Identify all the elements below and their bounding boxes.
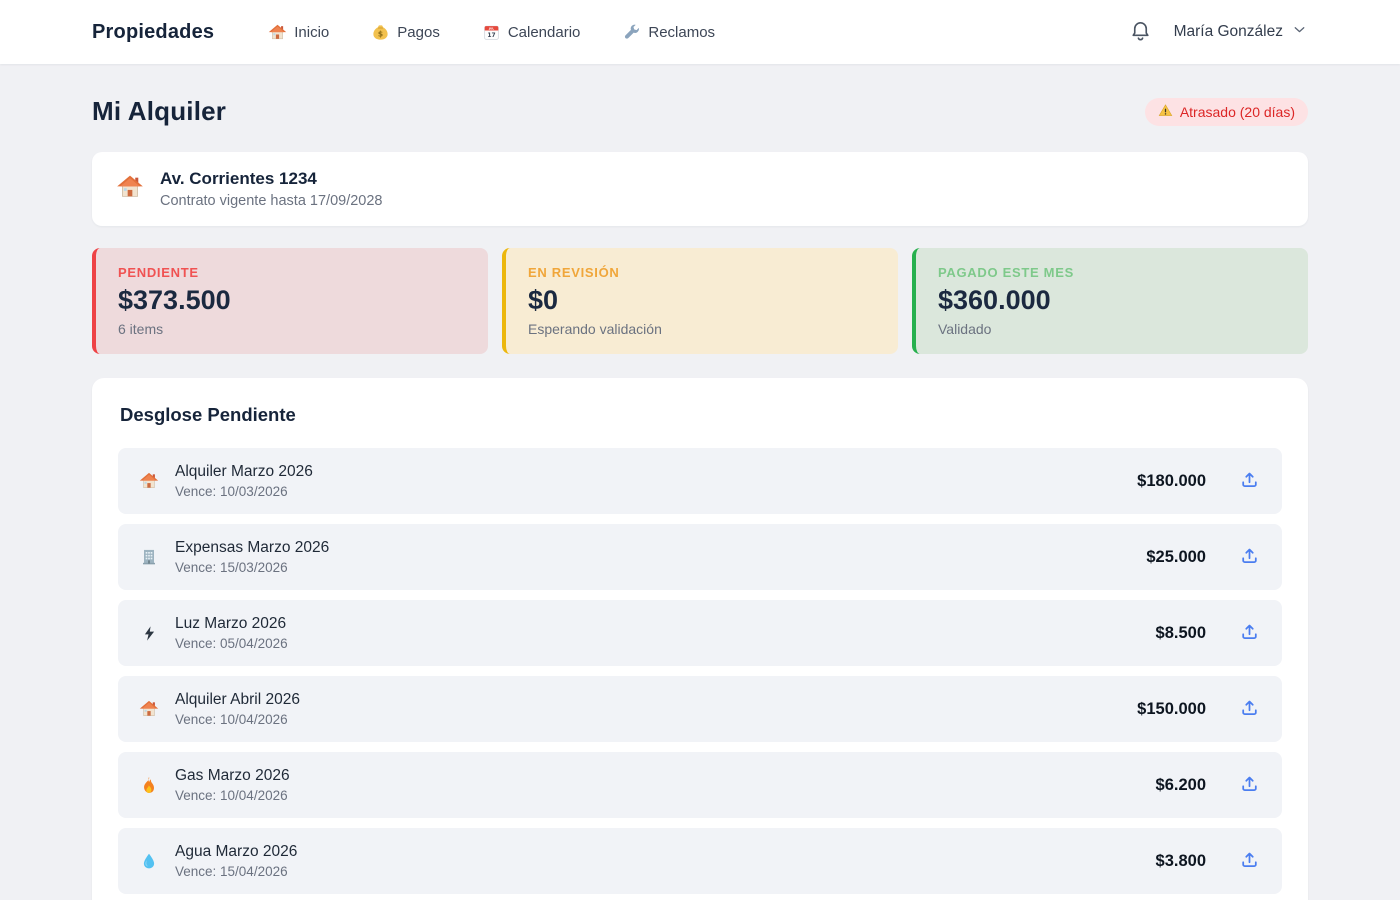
lightning-icon xyxy=(138,625,160,642)
payment-title: Alquiler Abril 2026 xyxy=(175,691,300,708)
summary-note: Validado xyxy=(938,321,992,337)
payment-due-date: Vence: 05/04/2026 xyxy=(175,636,288,651)
status-badge: Atrasado (20 días) xyxy=(1144,97,1308,126)
payment-title: Agua Marzo 2026 xyxy=(175,843,298,860)
summary-label: PAGADO ESTE MES xyxy=(938,265,1074,280)
payment-row: Gas Marzo 2026 Vence: 10/04/2026 $6.200 xyxy=(118,752,1282,818)
payment-row: Alquiler Abril 2026 Vence: 10/04/2026 $1… xyxy=(118,676,1282,742)
user-menu[interactable]: María González xyxy=(1174,21,1308,43)
upload-receipt-button[interactable] xyxy=(1237,847,1262,875)
nav-label: Calendario xyxy=(507,23,581,41)
bell-icon xyxy=(1129,19,1152,45)
house-icon xyxy=(138,471,160,491)
water-drop-icon xyxy=(138,852,160,870)
house-icon xyxy=(268,23,287,42)
upload-icon xyxy=(1239,545,1260,569)
upload-icon xyxy=(1239,773,1260,797)
payment-title: Luz Marzo 2026 xyxy=(175,615,287,632)
summary-label: EN REVISIÓN xyxy=(528,265,620,280)
upload-receipt-button[interactable] xyxy=(1237,695,1262,723)
summary-label: PENDIENTE xyxy=(118,265,199,280)
status-badge-label: Atrasado (20 días) xyxy=(1179,103,1295,120)
nav-label: Pagos xyxy=(397,23,440,41)
breakdown-title: Desglose Pendiente xyxy=(120,404,296,425)
payment-due-date: Vence: 15/04/2026 xyxy=(175,864,288,879)
upload-icon xyxy=(1239,697,1260,721)
payment-amount: $180.000 xyxy=(1137,471,1206,490)
payment-amount: $8.500 xyxy=(1155,623,1206,642)
summary-card-paid: PAGADO ESTE MES $360.000 Validado xyxy=(912,248,1308,354)
payment-due-date: Vence: 10/04/2026 xyxy=(175,712,288,727)
payment-amount: $6.200 xyxy=(1155,775,1206,794)
pending-breakdown-card: Desglose Pendiente Alquiler Marzo 2026 V… xyxy=(92,378,1308,900)
nav-item-calendario[interactable]: Calendario xyxy=(482,23,581,42)
payment-due-date: Vence: 10/03/2026 xyxy=(175,484,288,499)
user-name: María González xyxy=(1173,23,1283,40)
money-bag-icon xyxy=(371,23,390,42)
summary-card-review: EN REVISIÓN $0 Esperando validación xyxy=(502,248,898,354)
payment-row: Expensas Marzo 2026 Vence: 15/03/2026 $2… xyxy=(118,524,1282,590)
summary-card-pending: PENDIENTE $373.500 6 items xyxy=(92,248,488,354)
top-navbar: Propiedades Inicio Pagos Calendario Recl… xyxy=(0,0,1400,64)
nav-label: Reclamos xyxy=(648,23,716,41)
summary-amount: $373.500 xyxy=(118,285,231,315)
upload-receipt-button[interactable] xyxy=(1237,619,1262,647)
main-nav: Inicio Pagos Calendario Reclamos xyxy=(268,23,715,42)
payment-row: Agua Marzo 2026 Vence: 15/04/2026 $3.800 xyxy=(118,828,1282,894)
upload-icon xyxy=(1239,469,1260,493)
upload-icon xyxy=(1239,621,1260,645)
building-icon xyxy=(138,547,160,567)
summary-cards: PENDIENTE $373.500 6 items EN REVISIÓN $… xyxy=(92,248,1308,354)
house-icon xyxy=(138,699,160,719)
house-icon xyxy=(116,173,144,206)
upload-receipt-button[interactable] xyxy=(1237,467,1262,495)
wrench-icon xyxy=(622,23,641,42)
payment-due-date: Vence: 15/03/2026 xyxy=(175,560,288,575)
payment-due-date: Vence: 10/04/2026 xyxy=(175,788,288,803)
warning-icon xyxy=(1158,103,1173,121)
payment-title: Expensas Marzo 2026 xyxy=(175,539,330,556)
summary-note: 6 items xyxy=(118,321,164,337)
upload-receipt-button[interactable] xyxy=(1237,771,1262,799)
payment-amount: $25.000 xyxy=(1146,547,1206,566)
payment-row: Alquiler Marzo 2026 Vence: 10/03/2026 $1… xyxy=(118,448,1282,514)
page-title: Mi Alquiler xyxy=(92,96,227,126)
nav-label: Inicio xyxy=(294,23,330,41)
calendar-icon xyxy=(482,23,501,42)
fire-icon xyxy=(138,775,160,795)
nav-item-reclamos[interactable]: Reclamos xyxy=(622,23,715,42)
payment-amount: $3.800 xyxy=(1155,851,1206,870)
summary-amount: $360.000 xyxy=(938,285,1051,315)
notifications-button[interactable] xyxy=(1129,19,1152,45)
summary-note: Esperando validación xyxy=(528,321,662,337)
summary-amount: $0 xyxy=(528,285,559,315)
nav-item-pagos[interactable]: Pagos xyxy=(371,23,440,42)
chevron-down-icon xyxy=(1291,21,1308,43)
nav-item-inicio[interactable]: Inicio xyxy=(268,23,329,42)
payment-title: Alquiler Marzo 2026 xyxy=(175,463,313,480)
upload-icon xyxy=(1239,849,1260,873)
payment-amount: $150.000 xyxy=(1137,699,1206,718)
payment-title: Gas Marzo 2026 xyxy=(175,767,290,784)
payment-row: Luz Marzo 2026 Vence: 05/04/2026 $8.500 xyxy=(118,600,1282,666)
property-address: Av. Corrientes 1234 xyxy=(160,169,317,188)
upload-receipt-button[interactable] xyxy=(1237,543,1262,571)
app-brand: Propiedades xyxy=(92,20,215,43)
main-content: Mi Alquiler Atrasado (20 días) Av. Corri… xyxy=(92,64,1308,900)
property-card: Av. Corrientes 1234 Contrato vigente has… xyxy=(92,152,1308,226)
property-contract: Contrato vigente hasta 17/09/2028 xyxy=(160,193,383,209)
